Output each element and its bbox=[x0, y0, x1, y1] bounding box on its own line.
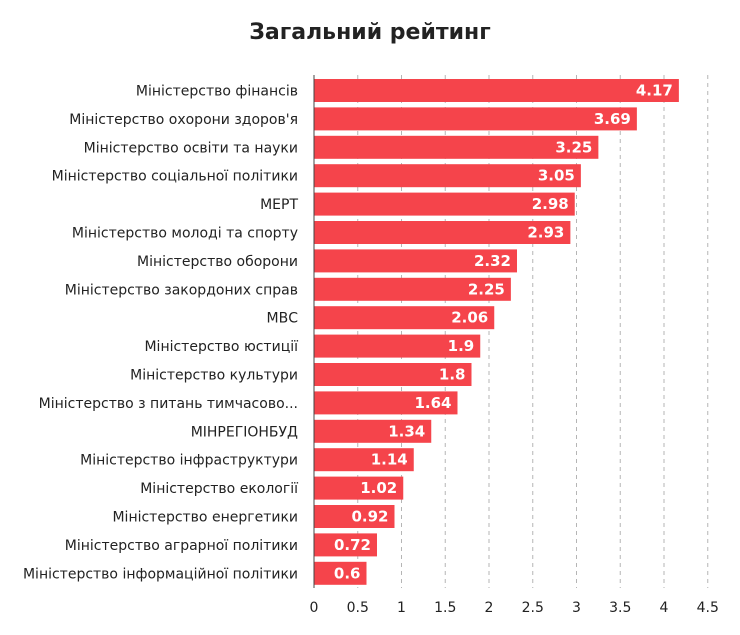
bar bbox=[314, 249, 517, 273]
value-label: 1.9 bbox=[448, 337, 475, 355]
category-label: Міністерство освіти та науки bbox=[84, 140, 298, 156]
x-tick-label: 0 bbox=[310, 600, 319, 616]
bar bbox=[314, 476, 404, 500]
x-tick-label: 1.5 bbox=[434, 600, 456, 616]
value-label: 2.06 bbox=[451, 309, 488, 327]
bar bbox=[314, 79, 679, 102]
bar bbox=[314, 419, 432, 443]
bar bbox=[314, 363, 472, 386]
value-label: 4.17 bbox=[636, 82, 673, 100]
category-label: Міністерство з питань тимчасово... bbox=[39, 396, 298, 412]
category-label: Міністерство енергетики bbox=[112, 510, 298, 526]
x-tick-label: 4 bbox=[660, 600, 669, 616]
value-label: 0.6 bbox=[334, 564, 361, 582]
value-label: 3.25 bbox=[555, 138, 592, 156]
x-tick-label: 2.5 bbox=[522, 600, 544, 616]
x-tick-label: 1 bbox=[397, 600, 406, 616]
bar bbox=[314, 561, 367, 585]
category-label: Міністерство культури bbox=[130, 368, 298, 384]
bar bbox=[314, 107, 637, 131]
category-label: Міністерство фінансів bbox=[136, 84, 298, 100]
category-label: МЕРТ bbox=[260, 197, 298, 213]
bar bbox=[314, 334, 481, 358]
x-tick-label: 2 bbox=[485, 600, 494, 616]
category-label: Міністерство юстиції bbox=[144, 339, 298, 355]
value-label: 1.02 bbox=[360, 479, 397, 497]
value-label: 3.05 bbox=[538, 167, 575, 185]
category-label: Міністерство інформаційної політики bbox=[23, 566, 298, 582]
category-label: Міністерство аграрної політики bbox=[65, 538, 298, 554]
chart-title: Загальний рейтинг bbox=[249, 20, 491, 45]
bar bbox=[314, 505, 395, 528]
value-label: 1.34 bbox=[388, 422, 425, 440]
category-label: Міністерство оборони bbox=[137, 254, 298, 270]
category-label: Міністерство охорони здоров'я bbox=[69, 112, 298, 128]
value-label: 2.32 bbox=[474, 252, 511, 270]
bar bbox=[314, 221, 571, 244]
value-label: 2.93 bbox=[527, 224, 564, 242]
value-label: 3.69 bbox=[594, 110, 631, 128]
category-label: Міністерство молоді та спорту bbox=[72, 226, 298, 242]
bar bbox=[314, 306, 495, 330]
value-label: 2.98 bbox=[532, 195, 569, 213]
x-tick-label: 0.5 bbox=[347, 600, 369, 616]
bar bbox=[314, 448, 414, 472]
category-label: Міністерство інфраструктури bbox=[80, 453, 298, 469]
bar bbox=[314, 277, 511, 301]
category-label: Міністерство закордоних справ bbox=[65, 282, 298, 298]
value-label: 0.92 bbox=[351, 508, 388, 526]
x-tick-label: 4.5 bbox=[697, 600, 719, 616]
bar bbox=[314, 533, 377, 557]
category-label: МВС bbox=[267, 311, 299, 327]
bar bbox=[314, 164, 581, 188]
x-tick-label: 3 bbox=[572, 600, 581, 616]
bar bbox=[314, 391, 458, 415]
value-label: 0.72 bbox=[334, 536, 371, 554]
value-label: 1.8 bbox=[439, 366, 466, 384]
x-tick-label: 3.5 bbox=[609, 600, 631, 616]
category-label: МІНРЕГІОНБУД bbox=[191, 424, 298, 440]
value-label: 1.64 bbox=[414, 394, 451, 412]
value-label: 1.14 bbox=[371, 451, 408, 469]
category-label: Міністерство екології bbox=[140, 481, 298, 497]
category-label: Міністерство соціальної політики bbox=[52, 169, 298, 185]
bar bbox=[314, 135, 599, 159]
value-label: 2.25 bbox=[468, 280, 505, 298]
bar bbox=[314, 192, 575, 216]
